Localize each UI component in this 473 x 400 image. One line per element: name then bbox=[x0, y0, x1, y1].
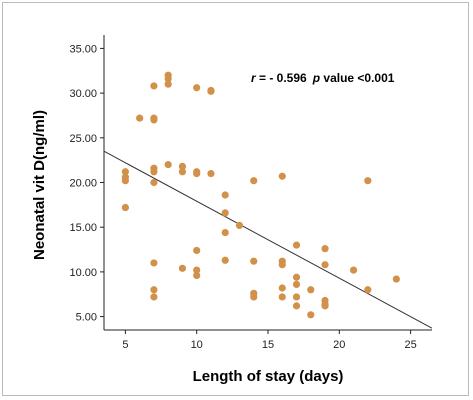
x-tick-label: 5 bbox=[122, 339, 128, 351]
data-point bbox=[178, 264, 187, 272]
data-point bbox=[164, 75, 172, 83]
y-tick-label: 15.00 bbox=[69, 222, 97, 234]
data-point bbox=[278, 293, 286, 301]
y-tick-label: 30.00 bbox=[69, 88, 97, 100]
x-tick-label: 10 bbox=[191, 339, 203, 351]
data-point bbox=[250, 257, 258, 265]
data-point bbox=[250, 293, 258, 301]
data-point bbox=[207, 169, 215, 178]
data-point bbox=[364, 177, 372, 185]
y-tick-label: 35.00 bbox=[69, 43, 97, 55]
y-tick-label: 20.00 bbox=[69, 178, 97, 190]
y-axis-title: Neonatal vit D(ng/ml) bbox=[31, 110, 48, 260]
data-point bbox=[193, 271, 201, 280]
data-point bbox=[150, 259, 158, 267]
data-point bbox=[164, 161, 172, 169]
data-point bbox=[292, 293, 301, 301]
y-tick-label: 25.00 bbox=[69, 133, 97, 145]
data-point bbox=[150, 82, 158, 90]
data-point bbox=[292, 273, 301, 281]
data-points bbox=[121, 71, 400, 319]
data-point bbox=[136, 114, 144, 122]
data-point bbox=[292, 302, 301, 310]
r-value: = - 0.596 bbox=[256, 71, 307, 85]
data-point bbox=[278, 284, 286, 292]
data-point bbox=[321, 261, 329, 269]
data-point bbox=[178, 168, 187, 176]
data-point bbox=[193, 266, 201, 274]
data-point bbox=[193, 246, 201, 255]
data-point bbox=[250, 177, 258, 185]
data-point bbox=[150, 178, 158, 187]
data-point bbox=[292, 241, 301, 249]
correlation-annotation: r = - 0.596 p value <0.001 bbox=[251, 71, 395, 85]
data-point bbox=[221, 209, 229, 217]
data-point bbox=[349, 266, 358, 274]
x-ticks: 5 10 15 20 25 bbox=[122, 330, 417, 351]
data-point bbox=[150, 116, 158, 124]
data-point bbox=[307, 311, 315, 319]
data-point bbox=[278, 172, 286, 180]
y-ticks: 5.00 10.00 15.00 20.00 25.00 30.00 35.00 bbox=[69, 43, 104, 324]
x-tick-label: 20 bbox=[333, 339, 345, 351]
x-tick-label: 25 bbox=[404, 339, 416, 351]
data-point bbox=[321, 302, 329, 310]
p-symbol: p bbox=[312, 71, 320, 85]
data-point bbox=[221, 228, 229, 237]
y-tick-label: 10.00 bbox=[69, 267, 97, 279]
data-point bbox=[364, 286, 372, 294]
data-point bbox=[150, 168, 158, 176]
data-point bbox=[392, 275, 400, 283]
regression-line bbox=[103, 150, 433, 329]
data-point bbox=[121, 177, 129, 185]
data-point bbox=[321, 245, 329, 253]
x-tick-label: 15 bbox=[262, 339, 274, 351]
x-axis-title: Length of stay (days) bbox=[193, 368, 344, 385]
data-point bbox=[121, 168, 129, 176]
data-point bbox=[150, 293, 158, 301]
data-point bbox=[164, 80, 172, 88]
data-point bbox=[278, 261, 286, 269]
data-point bbox=[178, 162, 187, 171]
data-point bbox=[150, 286, 158, 294]
data-point bbox=[221, 191, 229, 199]
data-point bbox=[307, 286, 315, 294]
p-value: value <0.001 bbox=[320, 71, 395, 85]
data-point bbox=[193, 169, 201, 178]
data-point bbox=[235, 221, 244, 230]
data-point bbox=[121, 203, 129, 212]
data-point bbox=[221, 256, 229, 264]
data-point bbox=[292, 280, 301, 289]
data-point bbox=[193, 84, 201, 92]
r-symbol: r bbox=[251, 71, 257, 85]
data-point bbox=[207, 87, 215, 95]
y-tick-label: 5.00 bbox=[76, 312, 97, 324]
